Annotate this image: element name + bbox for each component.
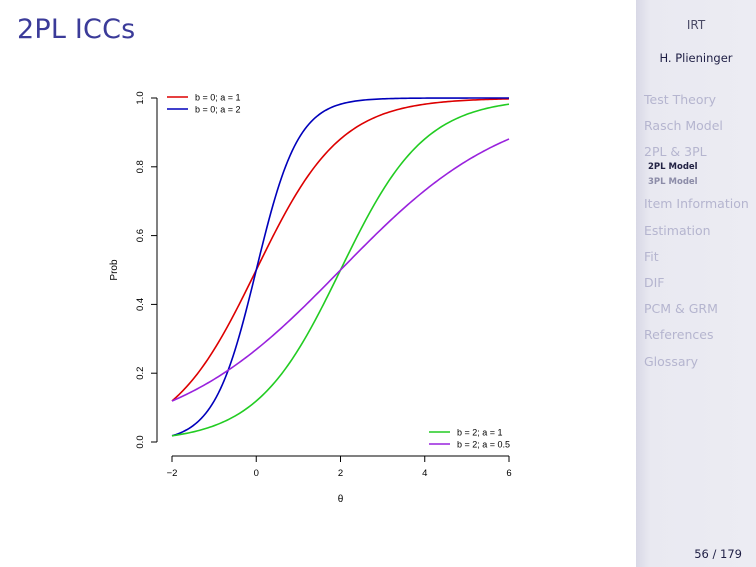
- sidebar-author: H. Plieninger: [659, 51, 733, 65]
- sidebar: IRT H. Plieninger Test Theory Rasch Mode…: [636, 0, 756, 567]
- nav-estimation[interactable]: Estimation: [644, 222, 711, 238]
- legend-label-2: b = 2; a = 1: [457, 428, 503, 438]
- x-tick-label: 0: [254, 468, 259, 479]
- nav-dif[interactable]: DIF: [644, 274, 665, 290]
- x-tick-label: −2: [167, 468, 178, 479]
- nav-2pl-model[interactable]: 2PL Model: [648, 162, 698, 173]
- x-tick-label: 4: [422, 468, 427, 479]
- y-tick-label: 0.6: [135, 229, 146, 242]
- sidebar-title: IRT: [686, 18, 706, 32]
- y-tick-label: 0.4: [135, 298, 146, 311]
- y-tick-label: 0.0: [135, 435, 146, 448]
- legend-label-1: b = 0; a = 2: [195, 105, 241, 115]
- nav-references[interactable]: References: [644, 327, 714, 343]
- legend-label-3: b = 2; a = 0.5: [457, 440, 510, 450]
- slide-main: 2PL ICCs −2 0 2 4 6 θ 0.0 0.2 0.4 0.6 0.8 1.0 Prob b …: [17, 14, 512, 505]
- slide-title: 2PL ICCs: [17, 14, 136, 45]
- subsection-nav: 2PL Model 3PL Model: [644, 160, 756, 190]
- nav-test-theory[interactable]: Test Theory: [644, 92, 717, 107]
- nav-rasch-model[interactable]: Rasch Model: [644, 118, 723, 134]
- nav-glossary[interactable]: Glossary: [644, 353, 699, 369]
- icc-chart: −2 0 2 4 6 θ 0.0 0.2 0.4 0.6 0.8 1.0 Prob b = 0; a = …: [109, 91, 512, 505]
- y-tick-label: 0.8: [135, 160, 146, 173]
- nav-item-information[interactable]: Item Information: [644, 196, 749, 212]
- y-tick-label: 0.2: [135, 367, 146, 380]
- page-number: 56 / 179: [694, 547, 742, 561]
- y-tick-label: 1.0: [135, 91, 146, 104]
- series-line-0: [171, 98, 510, 402]
- nav-fit[interactable]: Fit: [644, 248, 659, 264]
- nav-3pl-model[interactable]: 3PL Model: [648, 177, 698, 188]
- legend-label-0: b = 0; a = 1: [195, 93, 241, 103]
- series-line-1: [171, 97, 509, 437]
- x-tick-label: 6: [506, 468, 511, 479]
- x-axis-label: θ: [338, 494, 344, 505]
- x-tick-label: 2: [338, 468, 343, 479]
- section-nav: Test Theory Rasch Model 2PL & 3PL 2PL Mo…: [644, 92, 756, 380]
- nav-pcm-grm[interactable]: PCM & GRM: [644, 301, 718, 317]
- y-axis-label: Prob: [109, 259, 120, 281]
- nav-2pl-3pl[interactable]: 2PL & 3PL: [644, 144, 707, 160]
- series-line-3: [171, 138, 510, 402]
